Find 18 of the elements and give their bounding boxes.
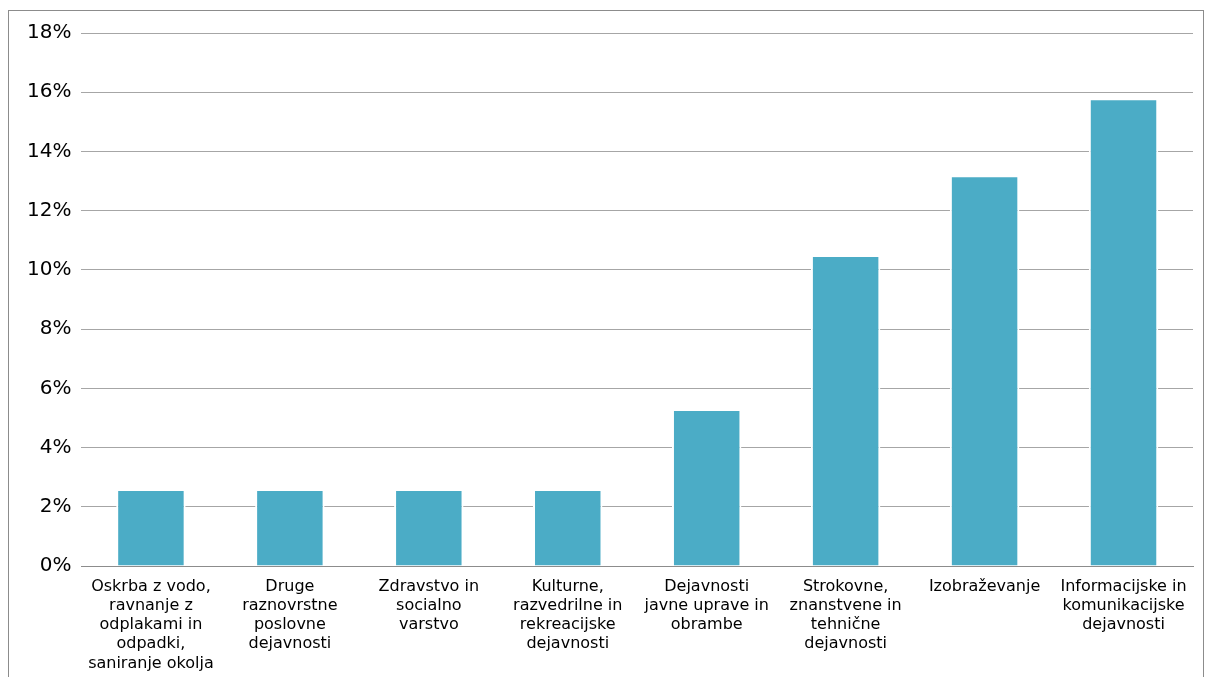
x-tick-label: Informacijske in komunikacijske dejavnosti (1060, 575, 1187, 634)
x-tick-label: Kulturne, razvedrilne in rekreacijske dejavnosti (513, 575, 623, 653)
y-tick-label: 6% (39, 374, 72, 399)
y-tick-label: 2% (39, 492, 72, 517)
x-tick-label: Druge raznovrstne poslovne dejavnosti (242, 575, 338, 653)
x-tick-label: Oskrba z vodo, ravnanje z odplakami in odpadki, saniranje okolja (88, 575, 214, 672)
x-tick-label: Zdravstvo in socialno varstvo (378, 575, 480, 634)
y-tick-label: 4% (39, 433, 72, 458)
y-tick-label: 8% (39, 315, 72, 340)
x-tick-label: Strokovne, znanstvene in tehnične dejavnosti (789, 575, 902, 653)
y-tick-label: 10% (27, 256, 72, 281)
y-tick-label: 14% (27, 137, 72, 162)
x-tick-label: Dejavnosti javne uprave in obrambe (643, 575, 769, 634)
y-tick-label: 0% (39, 552, 72, 577)
y-tick-label: 16% (27, 78, 72, 103)
y-tick-label: 18% (27, 19, 72, 44)
y-tick-label: 12% (27, 196, 72, 221)
x-tick-label: Izobraževanje (928, 575, 1041, 595)
